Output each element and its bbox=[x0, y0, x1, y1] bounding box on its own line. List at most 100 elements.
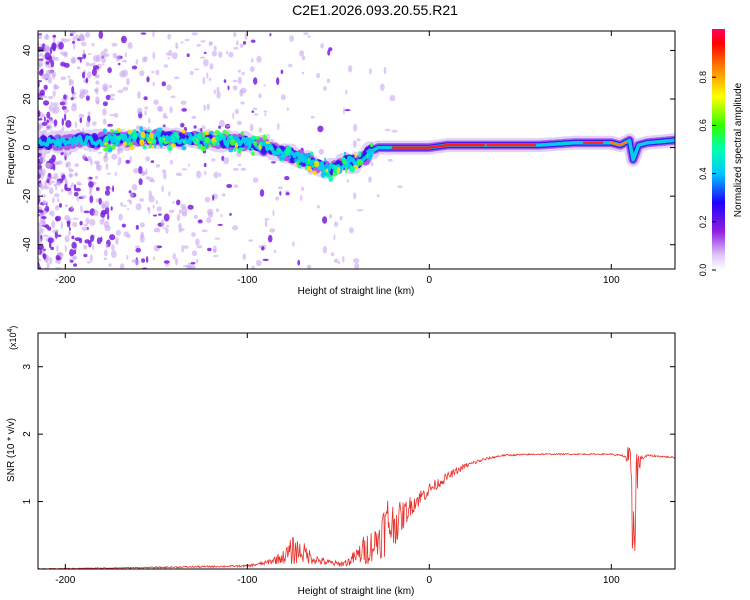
noise-blob bbox=[68, 227, 71, 231]
noise-blob bbox=[92, 55, 100, 62]
ridge-blob bbox=[253, 140, 258, 146]
noise-blob bbox=[174, 257, 179, 266]
noise-blob bbox=[54, 206, 60, 211]
ridge-blob bbox=[204, 136, 211, 144]
noise-blob bbox=[186, 53, 190, 57]
noise-blob bbox=[55, 259, 58, 264]
ridge-blob bbox=[146, 129, 152, 133]
noise-blob bbox=[285, 192, 290, 196]
noise-blob bbox=[292, 241, 295, 247]
noise-blob bbox=[64, 113, 67, 122]
noise-blob bbox=[89, 218, 96, 226]
noise-blob bbox=[301, 55, 306, 61]
ridge-blob bbox=[192, 136, 197, 144]
noise-blob bbox=[391, 129, 398, 133]
noise-blob bbox=[64, 245, 67, 253]
noise-blob bbox=[85, 32, 91, 38]
noise-blob bbox=[55, 180, 61, 186]
noise-blob bbox=[52, 102, 59, 107]
noise-blob bbox=[138, 166, 143, 174]
noise-blob bbox=[193, 214, 199, 219]
snr-axes: -200 -100 0 100 1 2 3 bbox=[22, 333, 675, 586]
noise-blob bbox=[69, 33, 74, 36]
noise-blob bbox=[142, 56, 146, 63]
noise-blob bbox=[181, 244, 185, 253]
noise-blob bbox=[109, 114, 116, 117]
noise-blob bbox=[258, 245, 262, 249]
noise-blob bbox=[131, 184, 138, 191]
noise-blob bbox=[49, 176, 57, 179]
noise-blob bbox=[181, 168, 188, 171]
ridge-blob bbox=[160, 144, 163, 149]
noise-blob bbox=[368, 68, 372, 75]
noise-blob bbox=[120, 35, 127, 44]
noise-blob bbox=[152, 31, 155, 38]
noise-blob bbox=[346, 179, 349, 183]
noise-blob bbox=[236, 120, 242, 126]
ridge-blob bbox=[345, 160, 348, 166]
noise-blob bbox=[42, 55, 46, 60]
noise-blob bbox=[76, 57, 84, 60]
noise-blob bbox=[225, 125, 231, 127]
noise-blob bbox=[167, 57, 171, 60]
noise-blob bbox=[371, 162, 374, 167]
noise-blob bbox=[141, 171, 146, 177]
noise-blob bbox=[269, 228, 276, 233]
noise-blob bbox=[144, 106, 149, 110]
noise-blob bbox=[234, 108, 239, 115]
noise-blob bbox=[356, 209, 364, 212]
snr-frame bbox=[37, 332, 676, 570]
noise-blob bbox=[72, 221, 78, 228]
noise-blob bbox=[93, 209, 99, 217]
noise-blob bbox=[110, 250, 117, 258]
noise-blob bbox=[239, 43, 244, 48]
noise-blob bbox=[344, 109, 351, 112]
ridge-blob bbox=[345, 166, 348, 173]
snr-ytick-label: 2 bbox=[22, 431, 33, 437]
noise-blob bbox=[262, 258, 269, 262]
noise-blob bbox=[81, 41, 87, 47]
ridge-blob bbox=[132, 129, 137, 137]
noise-blob bbox=[47, 237, 54, 244]
noise-blob bbox=[38, 244, 44, 251]
noise-blob bbox=[98, 197, 102, 205]
ridge-blob bbox=[313, 160, 319, 168]
noise-blob bbox=[38, 196, 41, 204]
noise-blob bbox=[52, 43, 56, 52]
ridge-blob bbox=[200, 145, 207, 152]
noise-blob bbox=[48, 95, 54, 100]
noise-blob bbox=[152, 214, 158, 217]
noise-blob bbox=[50, 210, 55, 217]
noise-blob bbox=[43, 181, 48, 188]
noise-blob bbox=[67, 75, 71, 79]
noise-blob bbox=[279, 191, 282, 196]
noise-blob bbox=[165, 227, 169, 234]
noise-blob bbox=[74, 121, 78, 129]
colorbar-tick-label: 0.4 bbox=[698, 167, 708, 180]
noise-blob bbox=[203, 162, 207, 168]
ridge-blob bbox=[341, 156, 345, 161]
noise-blob bbox=[240, 101, 246, 105]
ridge-blob bbox=[188, 138, 192, 145]
noise-blob bbox=[121, 223, 126, 228]
noise-blob bbox=[297, 259, 301, 266]
noise-blob bbox=[43, 221, 47, 225]
noise-blob bbox=[126, 78, 130, 86]
noise-blob bbox=[64, 235, 70, 243]
noise-blob bbox=[102, 118, 107, 125]
noise-blob bbox=[114, 113, 119, 118]
ridge-blob bbox=[181, 129, 186, 134]
noise-blob bbox=[83, 244, 88, 250]
noise-blob bbox=[129, 200, 133, 205]
spectrogram-frame bbox=[37, 30, 676, 270]
noise-blob bbox=[83, 224, 88, 226]
noise-blob bbox=[48, 55, 53, 63]
noise-blob bbox=[216, 86, 220, 93]
noise-blob bbox=[111, 153, 118, 160]
noise-blob bbox=[74, 163, 80, 168]
noise-blob bbox=[109, 97, 115, 101]
noise-blob bbox=[175, 172, 183, 177]
noise-blob bbox=[65, 187, 72, 192]
noise-blob bbox=[57, 234, 62, 237]
noise-blob bbox=[183, 245, 189, 249]
